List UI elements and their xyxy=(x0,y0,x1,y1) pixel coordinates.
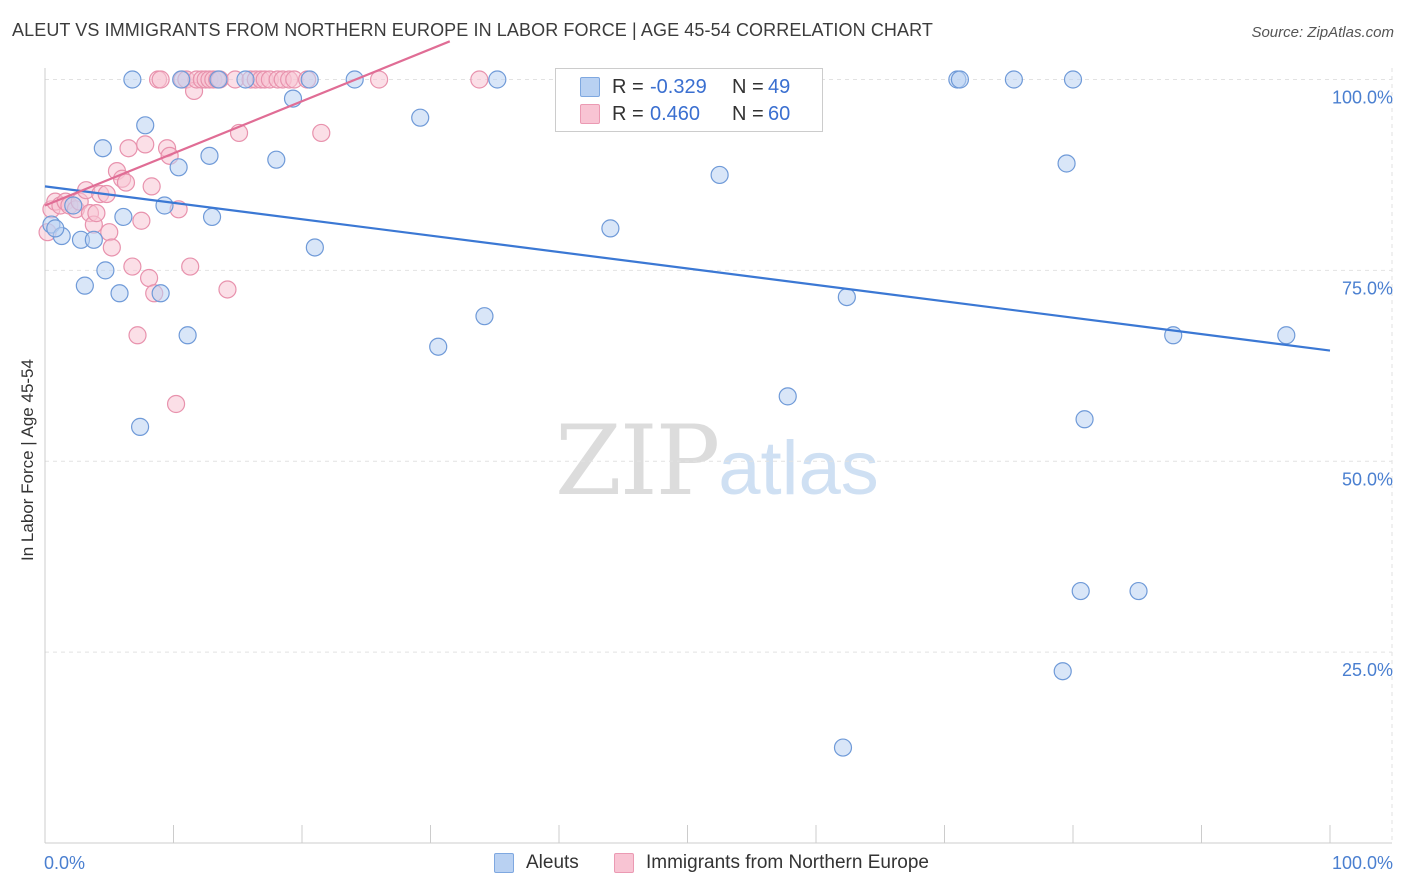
aleuts-point xyxy=(200,146,219,165)
correlation-legend: R = -0.329 N = 49 R = 0.460 N = 60 xyxy=(555,68,823,132)
y-tick-label: 25.0% xyxy=(1342,660,1393,680)
immigrants-point xyxy=(181,257,200,276)
legend-swatch-aleuts xyxy=(494,853,514,873)
aleuts-point xyxy=(155,196,174,215)
trend-lines xyxy=(44,40,1331,352)
legend-label-immigrants: Immigrants from Northern Europe xyxy=(646,852,929,873)
aleuts-point xyxy=(96,261,115,280)
legend-r-label: R = xyxy=(612,102,644,125)
aleuts-point xyxy=(1004,70,1023,89)
aleuts-point xyxy=(411,108,430,127)
aleuts-point xyxy=(169,158,188,177)
immigrants-point xyxy=(116,173,136,192)
aleuts-point xyxy=(110,284,129,303)
x-tick-label: 100.0% xyxy=(1332,853,1393,873)
legend-label-aleuts: Aleuts xyxy=(526,852,579,873)
immigrants-point xyxy=(128,326,147,345)
aleuts-point xyxy=(1053,662,1072,681)
legend-item-aleuts[interactable]: Aleuts xyxy=(494,852,579,874)
tick-labels: 25.0% 50.0% 75.0% 100.0% 0.0% 100.0% xyxy=(44,88,1393,874)
grid-lines xyxy=(45,68,1393,843)
aleuts-point xyxy=(837,287,856,307)
immigrants-point xyxy=(136,135,155,154)
aleuts-point xyxy=(710,165,729,185)
legend-r-value: 0.460 xyxy=(650,102,701,125)
legend-swatch-aleuts xyxy=(580,77,600,97)
legend-n-value: 60 xyxy=(768,102,791,125)
y-tick-label: 50.0% xyxy=(1342,469,1393,489)
immigrants-point xyxy=(100,223,119,242)
aleuts-point xyxy=(950,70,970,89)
aleuts-point xyxy=(1071,581,1090,601)
aleuts-point xyxy=(778,387,797,406)
y-tick-label: 100.0% xyxy=(1332,88,1393,108)
aleuts-point xyxy=(475,307,494,326)
legend-swatch-immigrants xyxy=(614,853,634,873)
legend-row-aleuts: R = -0.329 N = 49 xyxy=(580,74,790,100)
aleuts-point xyxy=(1129,581,1148,601)
aleuts-point xyxy=(84,230,103,249)
immigrants-point xyxy=(151,70,170,89)
aleuts-point xyxy=(300,70,319,89)
aleuts-point xyxy=(202,207,222,227)
immigrants-trend-line xyxy=(44,40,451,207)
aleuts-point xyxy=(601,219,620,238)
aleuts-point xyxy=(46,219,65,238)
immigrants-point xyxy=(218,280,237,299)
aleuts-point xyxy=(114,207,133,227)
watermark-atlas: atlas xyxy=(718,426,879,511)
axes xyxy=(44,68,1392,844)
aleuts-point xyxy=(488,70,507,89)
immigrants-point xyxy=(142,177,161,196)
aleuts-point xyxy=(429,337,448,356)
immigrants-point xyxy=(87,204,106,223)
legend-row-immigrants: R = 0.460 N = 60 xyxy=(580,101,790,127)
aleuts-trend-line xyxy=(44,185,1331,352)
legend-n-label: N = xyxy=(732,75,764,98)
aleuts-point xyxy=(172,70,191,89)
immigrants-point xyxy=(102,238,121,257)
legend-swatch-immigrants xyxy=(580,104,600,124)
series-aleuts-points xyxy=(42,70,1296,757)
immigrants-point xyxy=(312,123,331,143)
aleuts-point xyxy=(267,150,286,169)
immigrants-point xyxy=(139,268,159,288)
legend-n-label: N = xyxy=(732,102,764,125)
y-tick-label: 75.0% xyxy=(1342,278,1393,298)
legend-r-value: -0.329 xyxy=(650,75,707,98)
aleuts-point xyxy=(833,738,853,757)
immigrants-point xyxy=(166,394,186,414)
aleuts-point xyxy=(1075,410,1094,429)
aleuts-point xyxy=(75,276,94,295)
immigrants-point xyxy=(123,257,142,276)
aleuts-point xyxy=(1063,70,1083,89)
aleuts-point xyxy=(151,284,170,303)
aleuts-point xyxy=(123,70,142,89)
legend-r-label: R = xyxy=(612,75,644,98)
series-legend: Aleuts Immigrants from Northern Europe xyxy=(0,852,1406,878)
source-credit: Source: ZipAtlas.com xyxy=(1251,24,1394,41)
immigrants-point xyxy=(132,211,151,230)
aleuts-point xyxy=(130,417,150,436)
aleuts-point xyxy=(136,116,155,135)
aleuts-point xyxy=(93,139,112,158)
immigrants-point xyxy=(119,139,138,158)
aleuts-point xyxy=(305,238,324,257)
immigrants-point xyxy=(470,70,489,89)
aleuts-point xyxy=(178,326,197,345)
legend-n-value: 49 xyxy=(768,75,791,98)
aleuts-point xyxy=(236,70,255,89)
aleuts-point xyxy=(1057,154,1076,173)
chart-title: ALEUT VS IMMIGRANTS FROM NORTHERN EUROPE… xyxy=(12,20,933,40)
aleuts-point xyxy=(64,196,83,215)
aleuts-point xyxy=(1277,326,1296,345)
x-tick-label: 0.0% xyxy=(44,853,85,873)
legend-item-immigrants[interactable]: Immigrants from Northern Europe xyxy=(614,852,929,874)
aleuts-point xyxy=(209,70,228,89)
